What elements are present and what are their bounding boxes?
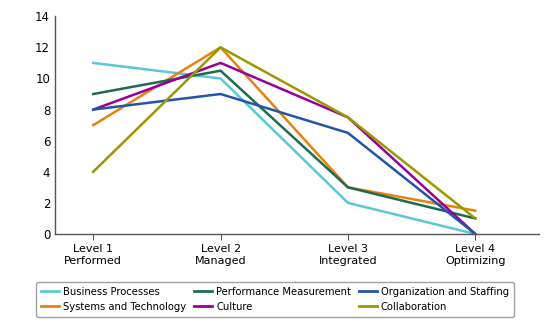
Legend: Business Processes, Systems and Technology, Performance Measurement, Culture, Or: Business Processes, Systems and Technolo… [36, 282, 514, 317]
